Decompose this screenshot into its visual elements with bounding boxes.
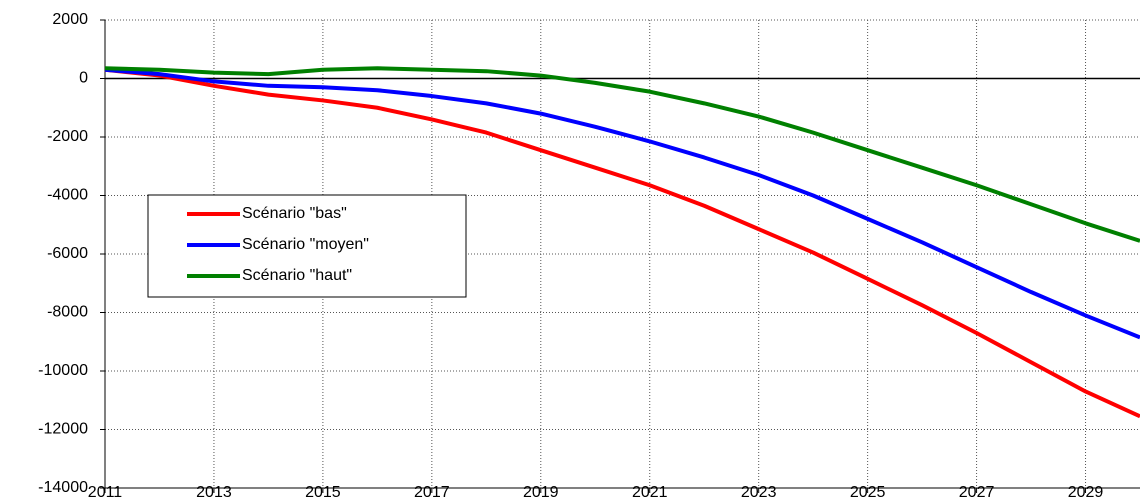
legend: Scénario "bas" Scénario "moyen" Scénario "… [147, 194, 467, 298]
y-tick-label: 2000 [52, 11, 88, 28]
y-tick-label: -14000 [38, 479, 88, 496]
y-tick-label: 0 [79, 70, 88, 87]
y-tick-label: -10000 [38, 362, 88, 379]
y-tick-label: -2000 [47, 128, 88, 145]
y-tick-label: -6000 [47, 245, 88, 262]
y-tick-label: -8000 [47, 304, 88, 321]
series-line [104, 67, 1140, 340]
legend-label: Scénario "haut" [242, 267, 352, 284]
y-tick-label: -12000 [38, 421, 88, 438]
legend-label: Scénario "bas" [242, 205, 347, 222]
y-tick-label: -4000 [47, 187, 88, 204]
series-line [104, 67, 1140, 419]
legend-label: Scénario "moyen" [242, 236, 369, 253]
series-line [104, 66, 1140, 243]
